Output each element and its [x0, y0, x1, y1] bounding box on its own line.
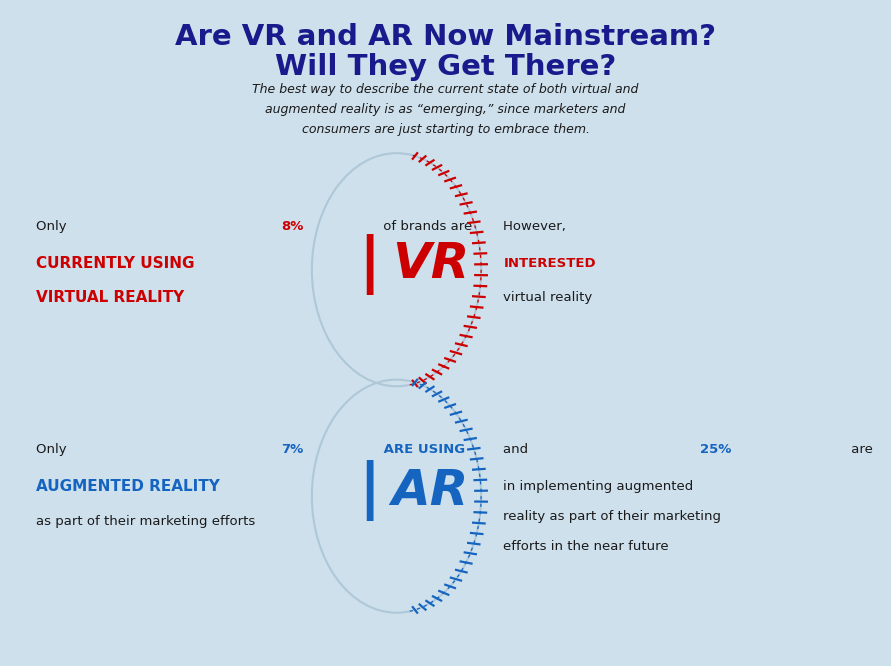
- Text: |: |: [359, 460, 380, 521]
- Text: reality as part of their marketing: reality as part of their marketing: [503, 509, 722, 523]
- Text: AR: AR: [392, 467, 469, 515]
- Text: Are VR and AR Now Mainstream?: Are VR and AR Now Mainstream?: [175, 23, 716, 51]
- Text: INTERESTED: INTERESTED: [503, 256, 596, 270]
- Text: Only: Only: [36, 443, 70, 456]
- Text: Only: Only: [36, 220, 70, 233]
- Text: 7%: 7%: [281, 443, 303, 456]
- Text: AUGMENTED REALITY: AUGMENTED REALITY: [36, 479, 219, 494]
- Text: The best way to describe the current state of both virtual and
augmented reality: The best way to describe the current sta…: [252, 83, 639, 137]
- Text: |: |: [359, 234, 380, 295]
- Text: and: and: [503, 443, 533, 456]
- Text: of brands are: of brands are: [380, 220, 472, 233]
- Text: VIRTUAL REALITY: VIRTUAL REALITY: [36, 290, 184, 305]
- Text: VR: VR: [392, 240, 469, 288]
- Text: as part of their marketing efforts: as part of their marketing efforts: [36, 515, 255, 528]
- Text: Will They Get There?: Will They Get There?: [275, 53, 616, 81]
- Text: efforts in the near future: efforts in the near future: [503, 539, 669, 553]
- Text: 8%: 8%: [281, 220, 304, 233]
- Text: are: are: [847, 443, 878, 456]
- Text: 25%: 25%: [699, 443, 732, 456]
- Text: ARE USING: ARE USING: [380, 443, 465, 456]
- Text: However,: However,: [503, 220, 570, 233]
- Text: in implementing augmented: in implementing augmented: [503, 480, 694, 493]
- Text: virtual reality: virtual reality: [503, 291, 593, 304]
- Text: CURRENTLY USING: CURRENTLY USING: [36, 256, 194, 270]
